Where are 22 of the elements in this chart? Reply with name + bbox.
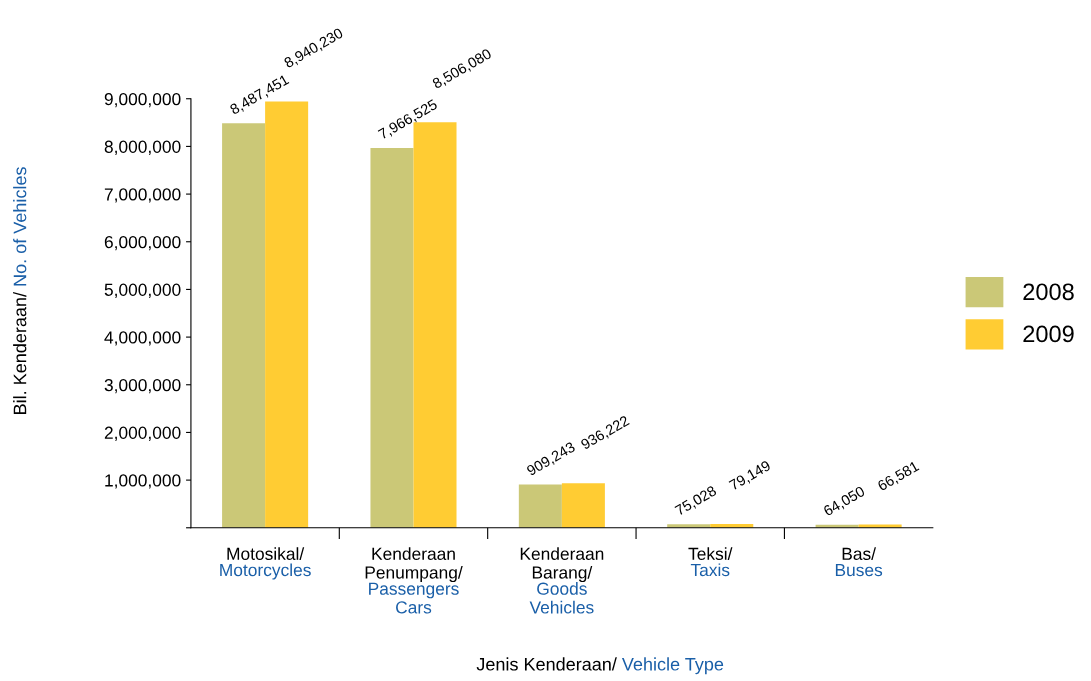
y-tick-label: 3,000,000	[104, 378, 181, 394]
y-axis-title: Bil. Kenderaan/ No. of Vehicles	[13, 167, 27, 414]
y-tick-label: 8,000,000	[104, 140, 181, 155]
x-tick-label: Teksi/ Taxis	[688, 547, 733, 577]
y-tick-label: 7,000,000	[104, 188, 181, 203]
bar	[370, 148, 414, 528]
x-tick-label: Kenderaan Penumpang/ Passengers Cars	[365, 547, 463, 614]
y-tick-label: 6,000,000	[104, 235, 181, 251]
bar	[561, 483, 605, 528]
x-tick-label: Kenderaan Barang/ Goods Vehicles	[520, 547, 604, 614]
bar	[518, 484, 562, 528]
x-tick-label: Bas/ Buses	[835, 547, 883, 577]
y-tick-label: 9,000,000	[104, 92, 181, 108]
y-tick-label: 2,000,000	[104, 426, 181, 441]
x-axis-title: Jenis Kenderaan/ Vehicle Type	[476, 657, 724, 675]
y-tick-label: 1,000,000	[105, 474, 181, 489]
y-tick-label: 4,000,000	[104, 331, 181, 346]
legend-label: 2008	[1023, 283, 1074, 301]
x-tick-label: Motosikal/ Motorcycles	[220, 547, 311, 580]
legend-label: 2009	[1023, 325, 1074, 343]
bar	[222, 123, 266, 528]
y-tick-label: 5,000,000	[104, 283, 181, 298]
